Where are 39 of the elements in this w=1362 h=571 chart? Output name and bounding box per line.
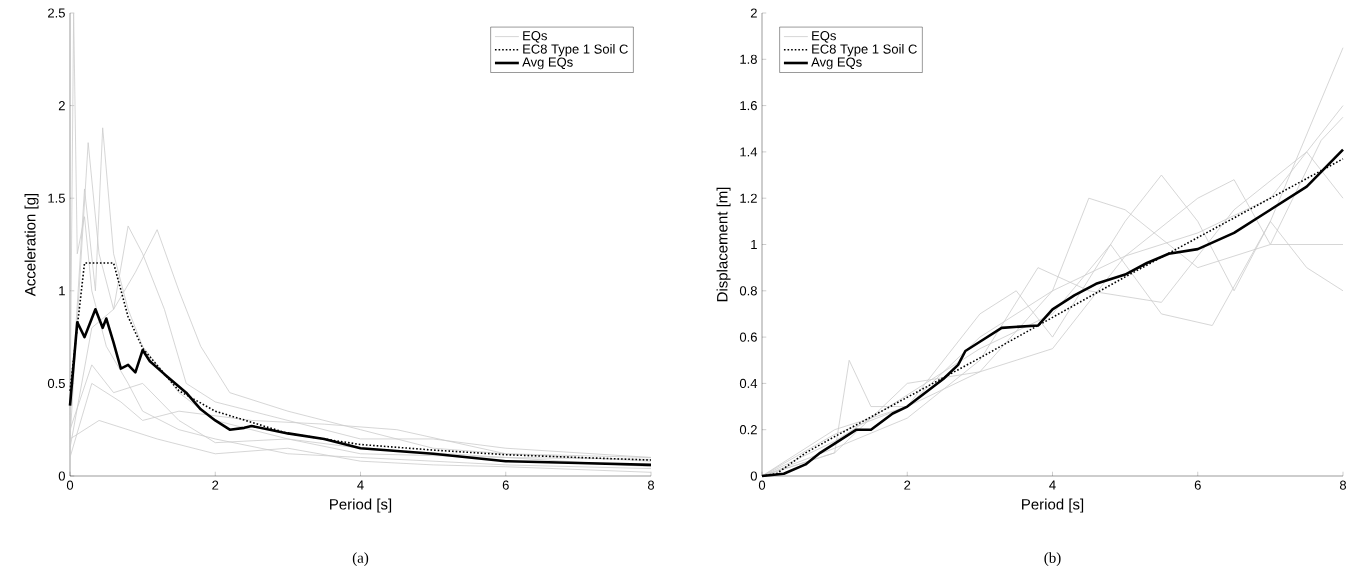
y-tick-label: 1: [751, 240, 757, 249]
legend-label: EC8 Type 1 Soil C: [812, 44, 917, 57]
x-tick-label: 0: [66, 480, 74, 490]
y-tick-label: 1: [59, 286, 65, 296]
text: (b): [1044, 552, 1061, 566]
x-tick-label: 8: [1339, 480, 1347, 490]
legend-label: EC8 Type 1 Soil C: [523, 44, 628, 57]
y-tick-label: 0: [750, 471, 757, 481]
y-tick-label: 1.4: [740, 147, 758, 157]
y-tick-label: 0.8: [739, 286, 757, 296]
x-tick-label: 6: [502, 480, 509, 490]
x-tick-label: 2: [904, 480, 911, 490]
y-axis-title: Displacement [m]: [716, 187, 731, 302]
x-axis-title: Period [s]: [1022, 498, 1084, 513]
y-tick-label: 0.2: [739, 425, 757, 435]
x-tick-label: 8: [647, 480, 655, 490]
y-tick-label: 1.6: [740, 100, 757, 111]
y-tick-label: 0.6: [739, 332, 757, 342]
legend-label: EQs: [523, 31, 547, 43]
y-axis-title: Acceleration [g]: [24, 193, 39, 297]
y-tick-label: 2.5: [48, 8, 65, 18]
x-tick-label: 4: [1049, 480, 1056, 490]
x-tick-label: 6: [1194, 480, 1201, 490]
y-tick-label: 1.2: [740, 193, 757, 203]
x-tick-label: 2: [212, 480, 219, 490]
legend-label: Avg EQs: [522, 57, 573, 70]
legend-label: Avg EQs: [811, 57, 862, 70]
y-tick-label: 2: [58, 101, 65, 111]
x-tick-label: 4: [357, 480, 364, 490]
y-tick-label: 0: [58, 471, 65, 481]
y-tick-label: 0.4: [739, 378, 758, 388]
y-tick-label: 2: [750, 8, 757, 18]
y-tick-label: 1.5: [48, 193, 65, 203]
x-tick-label: 0: [758, 480, 766, 490]
x-axis-title: Period [s]: [330, 498, 392, 513]
y-tick-label: 0.5: [47, 378, 65, 388]
y-tick-label: 1.8: [740, 54, 757, 64]
text: (a): [352, 552, 369, 566]
legend-label: EQs: [812, 31, 836, 43]
